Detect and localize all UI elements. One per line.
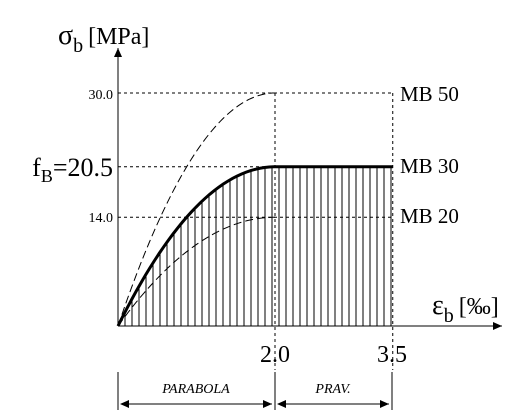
- zone-dimensions: [117, 372, 393, 410]
- zone-label-prav: PRAV.: [314, 382, 350, 397]
- curve-label-mb30: MB 30: [400, 154, 459, 178]
- x-tick-label-3-5: 3.5: [377, 342, 407, 368]
- x-tick-label-2: 2.0: [260, 342, 290, 368]
- y-tick-label-14: 14.0: [89, 211, 114, 226]
- curve-mb50: [117, 92, 276, 327]
- curve-label-mb20: MB 20: [400, 204, 459, 228]
- x-axis-title: εb [‰]: [432, 290, 499, 327]
- curve-mb20: [117, 216, 276, 327]
- y-tick-label-fb: fB=20.5: [32, 153, 113, 186]
- y-tick-label-30: 30.0: [89, 88, 114, 103]
- zone-label-parabola: PARABOLA: [161, 382, 230, 397]
- reference-lines: [118, 92, 394, 370]
- curve-label-mb50: MB 50: [400, 82, 459, 106]
- curve-mb30: [116, 165, 393, 327]
- y-axis-title: σb [MPa]: [58, 20, 149, 57]
- hatched-area: [124, 166, 392, 326]
